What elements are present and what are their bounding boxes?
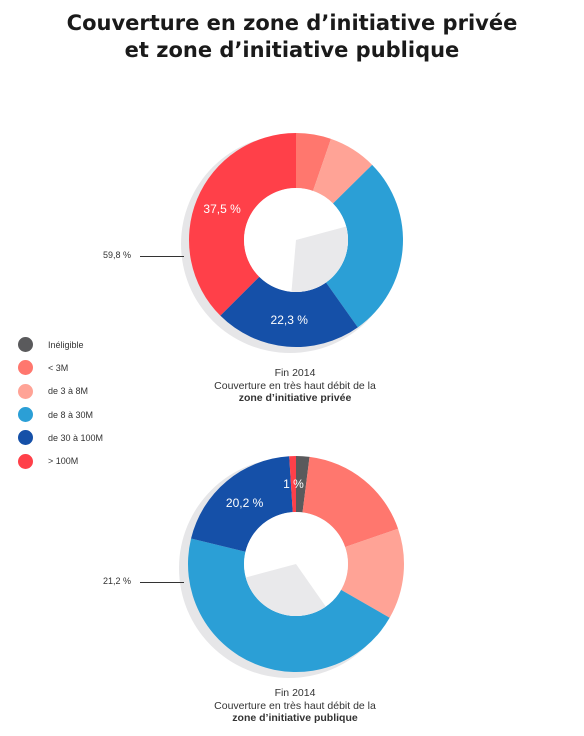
legend-label-gt100: > 100M <box>48 456 79 467</box>
legend-swatch-3to8 <box>18 383 33 399</box>
legend-swatch-30to100 <box>18 430 33 446</box>
legend: Inéligible < 3M de 3 à 8M de 8 à 30M de … <box>18 333 138 473</box>
legend-swatch-lt3 <box>18 360 33 376</box>
caption-public-line3: zone d’initiative publique <box>232 712 358 724</box>
caption-private-line2: Couverture en très haut débit de la <box>214 379 376 392</box>
slice-label-gt100: 1 % <box>283 477 304 492</box>
donut-inner-wedge <box>291 226 348 292</box>
legend-swatch-ineligible <box>18 337 33 353</box>
slice-label-30to100: 20,2 % <box>225 495 264 510</box>
caption-private-line3: zone d’initiative privée <box>238 392 352 404</box>
slice-label-gt100: 37,5 % <box>203 202 241 217</box>
legend-item-gt100: > 100M <box>18 449 138 472</box>
side-label-line-public <box>140 582 184 583</box>
legend-label-8to30: de 8 à 30M <box>48 409 94 420</box>
donut-slice-8to30 <box>326 164 403 328</box>
chart-title-line1: Couverture en zone d’initiative privée <box>66 11 518 35</box>
donut-slice-30to100 <box>220 276 358 347</box>
legend-item-3to8: de 3 à 8M <box>18 380 138 403</box>
caption-public-zone: Fin 2014 Couverture en très haut débit d… <box>150 687 440 725</box>
chart-title: Couverture en zone d’initiative privée e… <box>0 10 584 64</box>
donut-chart-public-zone <box>179 456 405 678</box>
donut-slice-3to8 <box>341 528 405 618</box>
legend-label-lt3: < 3M <box>48 362 69 373</box>
caption-private-line1: Fin 2014 <box>274 367 316 379</box>
donut-slice-lt3 <box>296 133 331 191</box>
legend-label-3to8: de 3 à 8M <box>48 386 89 397</box>
donut-chart-private-zone <box>181 133 403 353</box>
donut-slice-30to100 <box>191 456 293 552</box>
caption-public-line1: Fin 2014 <box>274 687 316 699</box>
donut-slice-3to8 <box>312 138 373 204</box>
legend-item-ineligible: Inéligible <box>18 333 138 356</box>
side-label-line-private <box>140 256 184 257</box>
donut-slice-gt100 <box>289 456 296 513</box>
caption-public-line2: Couverture en très haut débit de la <box>214 699 376 712</box>
legend-item-8to30: de 8 à 30M <box>18 403 138 426</box>
donut-inner-wedge <box>245 564 326 616</box>
legend-item-lt3: < 3M <box>18 356 138 379</box>
legend-swatch-gt100 <box>18 453 33 469</box>
donut-slice-8to30 <box>188 538 390 672</box>
chart-title-line2: et zone d’initiative publique <box>124 38 460 62</box>
donut-slice-lt3 <box>302 456 399 548</box>
legend-label-30to100: de 30 à 100M <box>48 432 104 443</box>
legend-label-ineligible: Inéligible <box>48 339 84 350</box>
side-label-public: 21,2 % <box>103 576 132 586</box>
donut-slice-ineligible <box>296 456 310 513</box>
donut-slice-gt100 <box>189 133 296 316</box>
legend-item-30to100: de 30 à 100M <box>18 426 138 449</box>
caption-private-zone: Fin 2014 Couverture en très haut débit d… <box>150 367 440 405</box>
legend-swatch-8to30 <box>18 407 33 423</box>
slice-label-30to100: 22,3 % <box>270 312 308 327</box>
side-label-private: 59,8 % <box>103 250 132 260</box>
